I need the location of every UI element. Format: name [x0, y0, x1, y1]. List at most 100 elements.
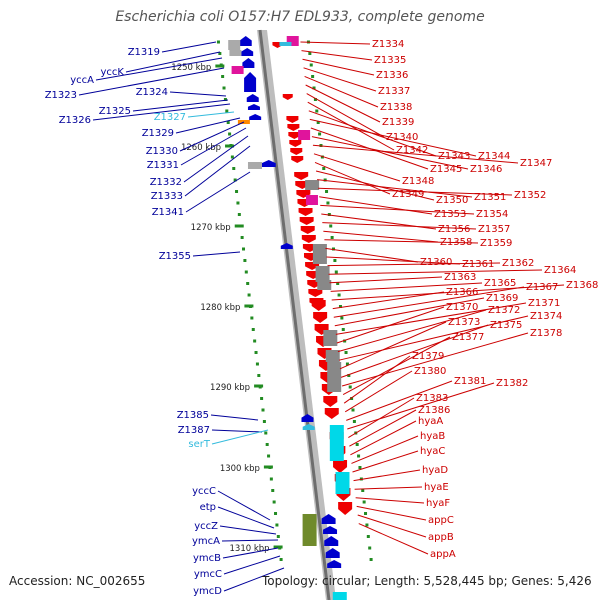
leader-line [222, 547, 279, 559]
leader-line [301, 50, 373, 61]
minor-tick [309, 63, 313, 67]
minor-tick [362, 500, 366, 504]
minor-tick [269, 477, 273, 481]
minor-tick [329, 224, 333, 228]
leader-line [327, 262, 501, 267]
minor-tick [254, 351, 258, 354]
reverse-gene-arrow [338, 502, 353, 515]
leader-line [311, 136, 469, 170]
left-gene-label: Z1329 [142, 128, 174, 139]
leader-line [184, 145, 251, 197]
leader-line [322, 222, 477, 230]
right-gene-label: Z1365 [484, 278, 516, 289]
minor-tick [226, 121, 230, 124]
right-gene-label: Z1366 [446, 287, 478, 298]
left-gene-label: yccK [101, 67, 125, 78]
leader-line [332, 291, 445, 310]
reverse-gene-arrow [286, 116, 299, 123]
left-gene-label: Z1319 [128, 47, 160, 58]
reverse-gene-arrow [294, 172, 309, 180]
leader-line [175, 117, 241, 134]
minor-tick [358, 466, 362, 469]
leader-line [211, 429, 269, 445]
minor-tick [275, 523, 279, 527]
reverse-gene-arrow [291, 156, 304, 163]
minor-tick [318, 132, 322, 136]
right-gene-label: appC [428, 515, 454, 526]
minor-tick [323, 178, 327, 182]
leader-line [309, 118, 477, 157]
minor-tick [271, 489, 275, 492]
right-gene-label: Z1368 [566, 280, 598, 291]
minor-tick [352, 420, 356, 423]
reverse-gene-arrow [290, 148, 303, 155]
minor-tick [216, 40, 220, 44]
right-gene-label: Z1370 [446, 302, 478, 313]
right-gene-label: Z1363 [444, 272, 476, 283]
leader-line [356, 505, 427, 521]
leader-line [328, 269, 543, 275]
left-gene-label: yccZ [194, 521, 218, 532]
leader-line [320, 204, 475, 215]
minor-tick [260, 397, 264, 400]
minor-tick [218, 52, 222, 55]
minor-tick [368, 546, 372, 550]
leader-line [335, 302, 527, 335]
leader-line [304, 75, 379, 108]
forward-gene-arrow [280, 243, 293, 249]
right-gene-label: Z1362 [502, 258, 534, 269]
leader-line [343, 355, 411, 404]
scale-tick-label: 1310 kbp [230, 544, 270, 554]
right-gene-label: Z1373 [448, 317, 480, 328]
left-gene-label: Z1385 [177, 410, 209, 421]
left-gene-label: Z1330 [146, 146, 178, 157]
forward-gene-arrow [246, 94, 259, 102]
reverse-gene-arrow [324, 408, 339, 419]
minor-tick [325, 190, 329, 193]
minor-tick [320, 155, 324, 159]
left-gene-label: ymcA [192, 536, 220, 547]
forward-gene-arrow [261, 160, 276, 167]
hydrogenase-block [329, 425, 344, 461]
minor-tick [242, 247, 246, 251]
scale-tick-label: 1260 kbp [181, 143, 221, 153]
minor-tick [265, 443, 269, 446]
forward-gene-arrow [242, 58, 255, 68]
forward-gene-arrow [323, 526, 338, 534]
right-gene-label: Z1345 [430, 164, 462, 175]
leader-line [317, 179, 473, 198]
leader-line [357, 514, 427, 538]
rna-gene-arrow [302, 424, 315, 430]
reverse-gene-arrow [299, 217, 314, 225]
reverse-gene-arrow [288, 132, 301, 139]
minor-tick [326, 201, 330, 205]
leader-line [336, 306, 445, 344]
leader-line [179, 121, 245, 152]
right-gene-label: Z1371 [528, 298, 560, 309]
scale-tick-label: 1300 kbp [220, 464, 260, 474]
right-gene-label: Z1350 [436, 195, 468, 206]
leader-line [331, 284, 565, 301]
right-gene-label: appB [428, 532, 454, 543]
minor-tick [332, 247, 336, 251]
left-gene-label: Z1326 [59, 115, 91, 126]
leader-line [180, 127, 247, 166]
leader-line [192, 251, 241, 257]
right-gene-label: Z1356 [438, 224, 470, 235]
leader-line [326, 256, 461, 265]
leader-line [221, 539, 279, 542]
leader-line [313, 153, 401, 182]
leader-line [341, 332, 529, 387]
minor-tick [237, 213, 241, 216]
hypothetical-gene-block [327, 362, 342, 392]
rna-gene-block [279, 42, 292, 46]
leader-line [125, 51, 221, 73]
leader-line [95, 57, 223, 81]
forward-gene-arrow [327, 560, 342, 568]
leader-line [92, 103, 231, 121]
reverse-gene-arrow [333, 460, 348, 473]
left-gene-label: yccA [70, 75, 94, 86]
minor-tick [255, 362, 259, 366]
minor-tick [267, 454, 271, 458]
